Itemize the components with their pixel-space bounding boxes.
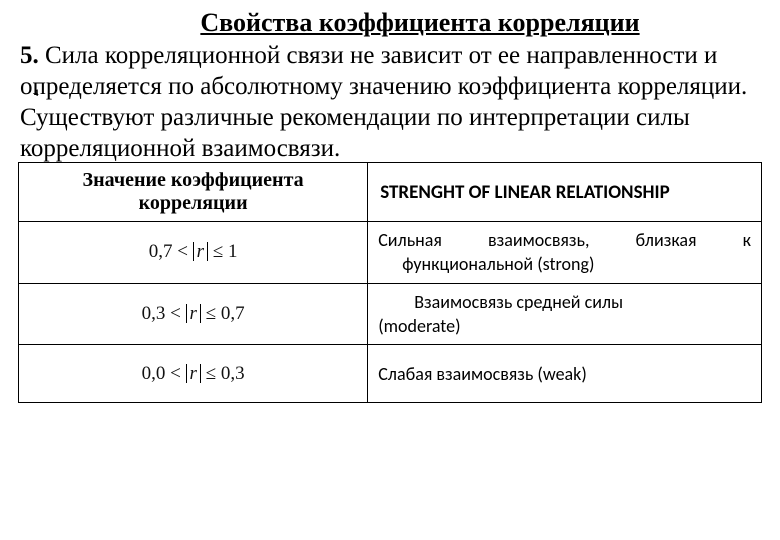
table-row: 0,3 < r ≤ 0,7 Взаимосвязь средней силы (… [19, 283, 762, 345]
desc-cell: Слабая взаимосвязь (weak) [368, 345, 762, 403]
table-row: 0,0 < r ≤ 0,3 Слабая взаимосвязь (weak) [19, 345, 762, 403]
formula-cell: 0,0 < r ≤ 0,3 [19, 345, 368, 403]
table-row: 0,7 < r ≤ 1 Сильная взаимосвязь, близкая… [19, 222, 762, 284]
paragraph: 5. Сила корреляционной связи не зависит … [20, 40, 762, 164]
formula-cell: 0,7 < r ≤ 1 [19, 222, 368, 284]
formula-cell: 0,3 < r ≤ 0,7 [19, 283, 368, 345]
paragraph-text: Сила корреляционной связи не зависит от … [20, 42, 747, 162]
paragraph-block: 4 5. Сила корреляционной связи не зависи… [18, 40, 762, 164]
page-number: 4 [34, 88, 39, 98]
desc-cell: Взаимосвязь средней силы (moderate) [368, 283, 762, 345]
item-number: 5. [20, 42, 39, 69]
correlation-table: Значение коэффициента корреляции STRENGH… [18, 162, 762, 403]
table-header-left: Значение коэффициента корреляции [19, 163, 368, 222]
desc-cell: Сильная взаимосвязь, близкая к функциона… [368, 222, 762, 284]
page-title: Свойства коэффициента корреляции [18, 8, 762, 38]
table-header-right: STRENGHT OF LINEAR RELATIONSHIP [368, 163, 762, 222]
